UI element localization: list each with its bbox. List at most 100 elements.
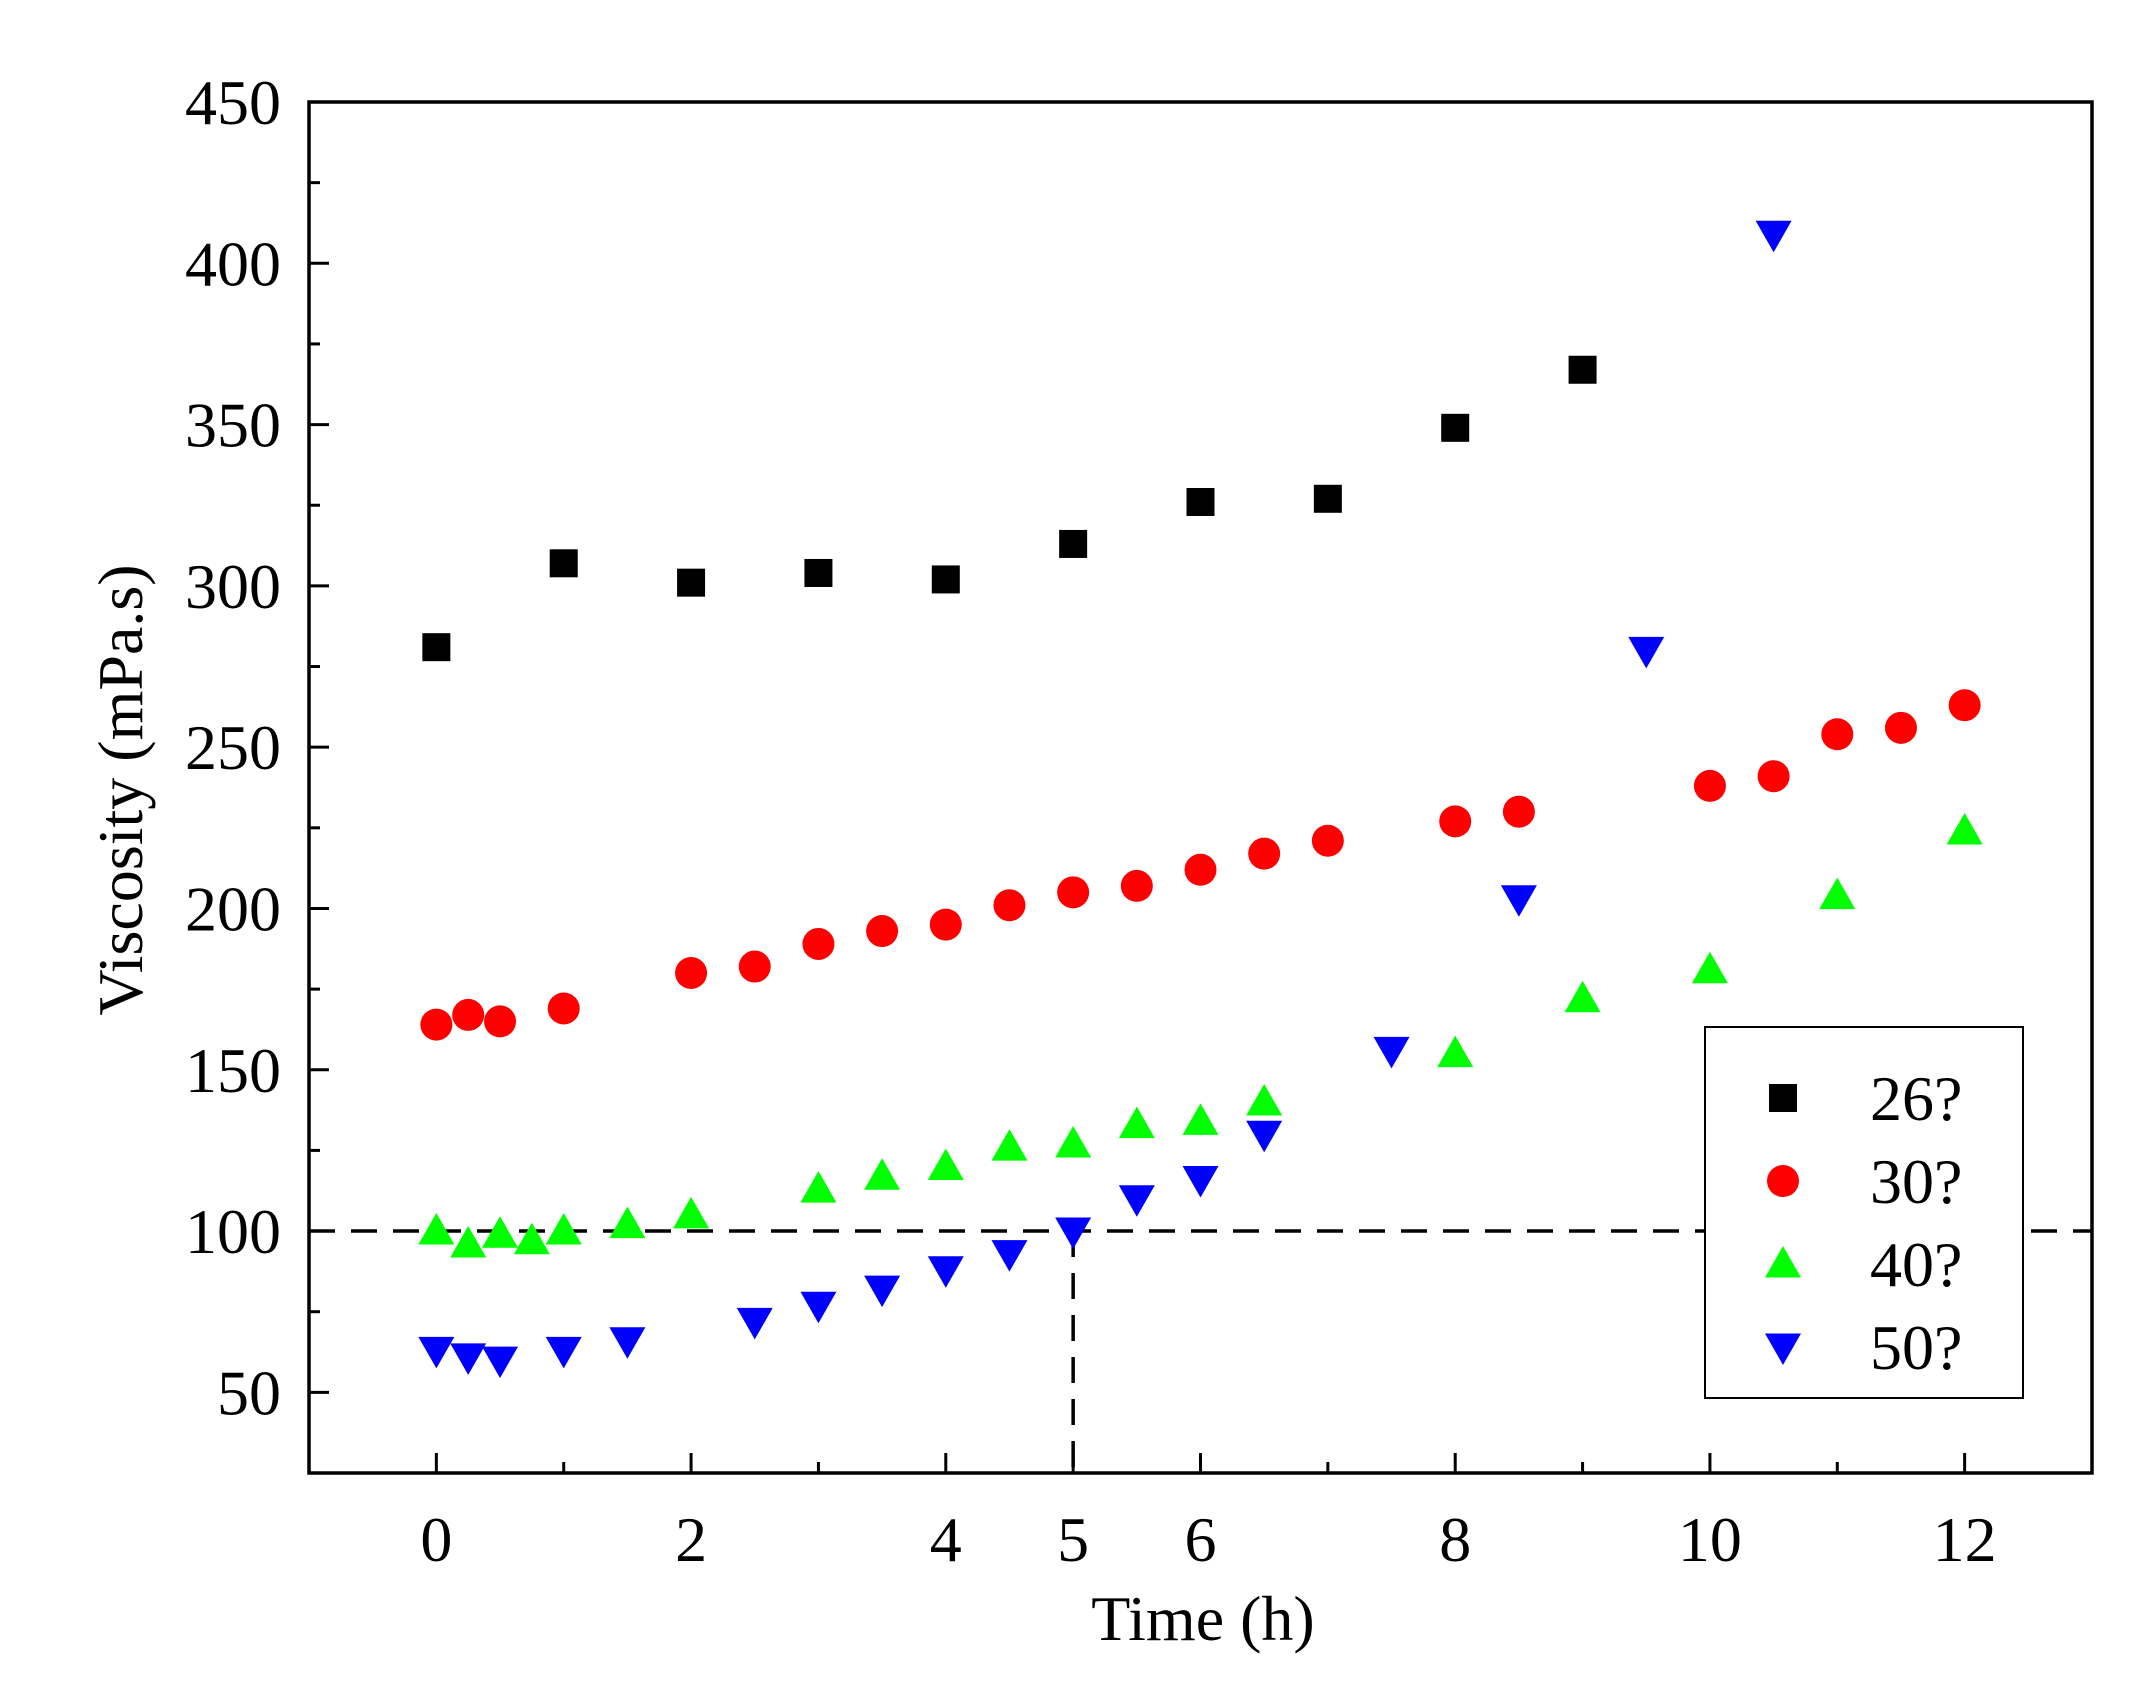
y-tick-label: 100 [185,1196,281,1267]
data-point-series-2 [420,1008,453,1041]
data-point-series-3 [609,1206,646,1239]
y-tick-label: 400 [185,228,281,299]
data-point-series-2 [993,889,1026,922]
data-point-series-3 [1946,813,1983,845]
data-point-series-4 [1755,220,1792,253]
data-point-series-4 [927,1256,964,1288]
data-point-series-2 [452,998,485,1031]
legend-box [1704,1026,2024,1399]
legend-marker [1767,1165,1799,1197]
data-point-series-2 [929,908,962,941]
y-tick-label: 50 [217,1357,281,1428]
legend-marker [1765,1333,1801,1365]
data-point-series-3 [450,1225,487,1258]
data-point-series-2 [1439,805,1472,838]
data-point-series-4 [1500,885,1537,917]
data-point-series-2 [1248,837,1281,870]
data-point-series-2 [1057,876,1090,909]
data-point-series-3 [1691,951,1728,984]
data-point-series-3 [1819,877,1856,910]
y-tick-label: 300 [185,551,281,622]
y-tick-label: 350 [185,390,281,461]
data-point-series-4 [1182,1165,1219,1198]
data-point-series-4 [864,1275,901,1308]
y-tick-label: 200 [185,873,281,944]
data-point-series-1 [1568,355,1597,384]
data-point-series-1 [1186,488,1215,517]
legend-label: 30? [1870,1146,1962,1217]
data-point-series-2 [1184,853,1217,886]
data-point-series-4 [800,1291,837,1324]
data-point-series-1 [422,633,451,662]
legend-label: 26? [1870,1063,1962,1134]
data-point-series-2 [1693,769,1726,802]
y-tick-label: 150 [185,1035,281,1106]
data-point-series-2 [738,950,771,983]
data-point-series-3 [482,1216,519,1248]
x-tick-label: 4 [930,1504,962,1575]
y-tick-label: 250 [185,712,281,783]
data-point-series-3 [1437,1035,1474,1068]
data-point-series-4 [1373,1036,1410,1069]
data-point-series-1 [1441,413,1470,442]
data-point-series-2 [1884,711,1917,744]
data-point-series-3 [673,1196,710,1229]
x-axis-title: Time (h) [1091,1583,1314,1654]
data-point-series-3 [1118,1106,1155,1139]
x-tick-label: 5 [1057,1504,1089,1575]
data-point-series-2 [1948,689,1981,722]
x-tick-label: 6 [1185,1504,1217,1575]
data-point-series-1 [1059,529,1088,558]
data-point-series-3 [1564,980,1601,1013]
legend-marker [1765,1246,1801,1278]
data-point-series-4 [736,1307,773,1340]
x-tick-label: 12 [1933,1504,1997,1575]
data-point-series-2 [1821,718,1854,751]
legend-marker [1769,1084,1797,1112]
data-point-series-4 [545,1336,582,1369]
data-point-series-1 [804,558,833,587]
data-point-series-4 [609,1327,646,1359]
data-point-series-4 [482,1346,519,1379]
data-point-series-3 [1055,1125,1092,1158]
data-point-series-4 [1246,1120,1283,1153]
data-point-series-3 [991,1129,1028,1161]
data-point-series-2 [675,956,708,989]
legend-label: 50? [1870,1312,1962,1383]
data-point-series-4 [991,1240,1028,1272]
data-point-series-3 [1182,1103,1219,1135]
data-point-series-1 [549,549,578,578]
data-point-series-1 [677,568,706,597]
x-tick-label: 8 [1439,1504,1471,1575]
data-point-series-4 [450,1343,487,1375]
y-tick-label: 450 [185,67,281,138]
plot-layer: 0 2 4 5 6 8 10 12 50 100 150 200 250 300 350 400 450 26? 3… [185,67,2094,1575]
data-point-series-2 [484,1005,517,1038]
x-tick-label: 10 [1678,1504,1742,1575]
data-point-series-2 [547,992,580,1025]
legend-label: 40? [1870,1229,1962,1300]
data-point-series-1 [1313,484,1342,513]
data-point-series-2 [1311,824,1344,857]
data-point-series-2 [802,927,835,960]
data-point-series-3 [800,1171,837,1203]
data-point-series-4 [1118,1185,1155,1217]
data-point-series-4 [418,1336,455,1369]
data-point-series-3 [864,1158,901,1190]
data-point-series-2 [866,915,899,948]
data-point-series-2 [1502,795,1535,828]
data-point-series-3 [927,1148,964,1181]
x-tick-label: 2 [675,1504,707,1575]
data-point-series-3 [418,1213,455,1245]
data-point-series-3 [513,1222,550,1255]
data-point-series-4 [1628,636,1665,669]
data-point-series-3 [545,1213,582,1245]
data-point-series-4 [1055,1217,1092,1250]
data-point-series-3 [1246,1084,1283,1116]
x-tick-label: 0 [420,1504,452,1575]
y-axis-title: Viscosity (mPa.s) [85,564,156,1015]
data-point-series-2 [1120,869,1153,902]
data-point-series-2 [1757,760,1790,793]
